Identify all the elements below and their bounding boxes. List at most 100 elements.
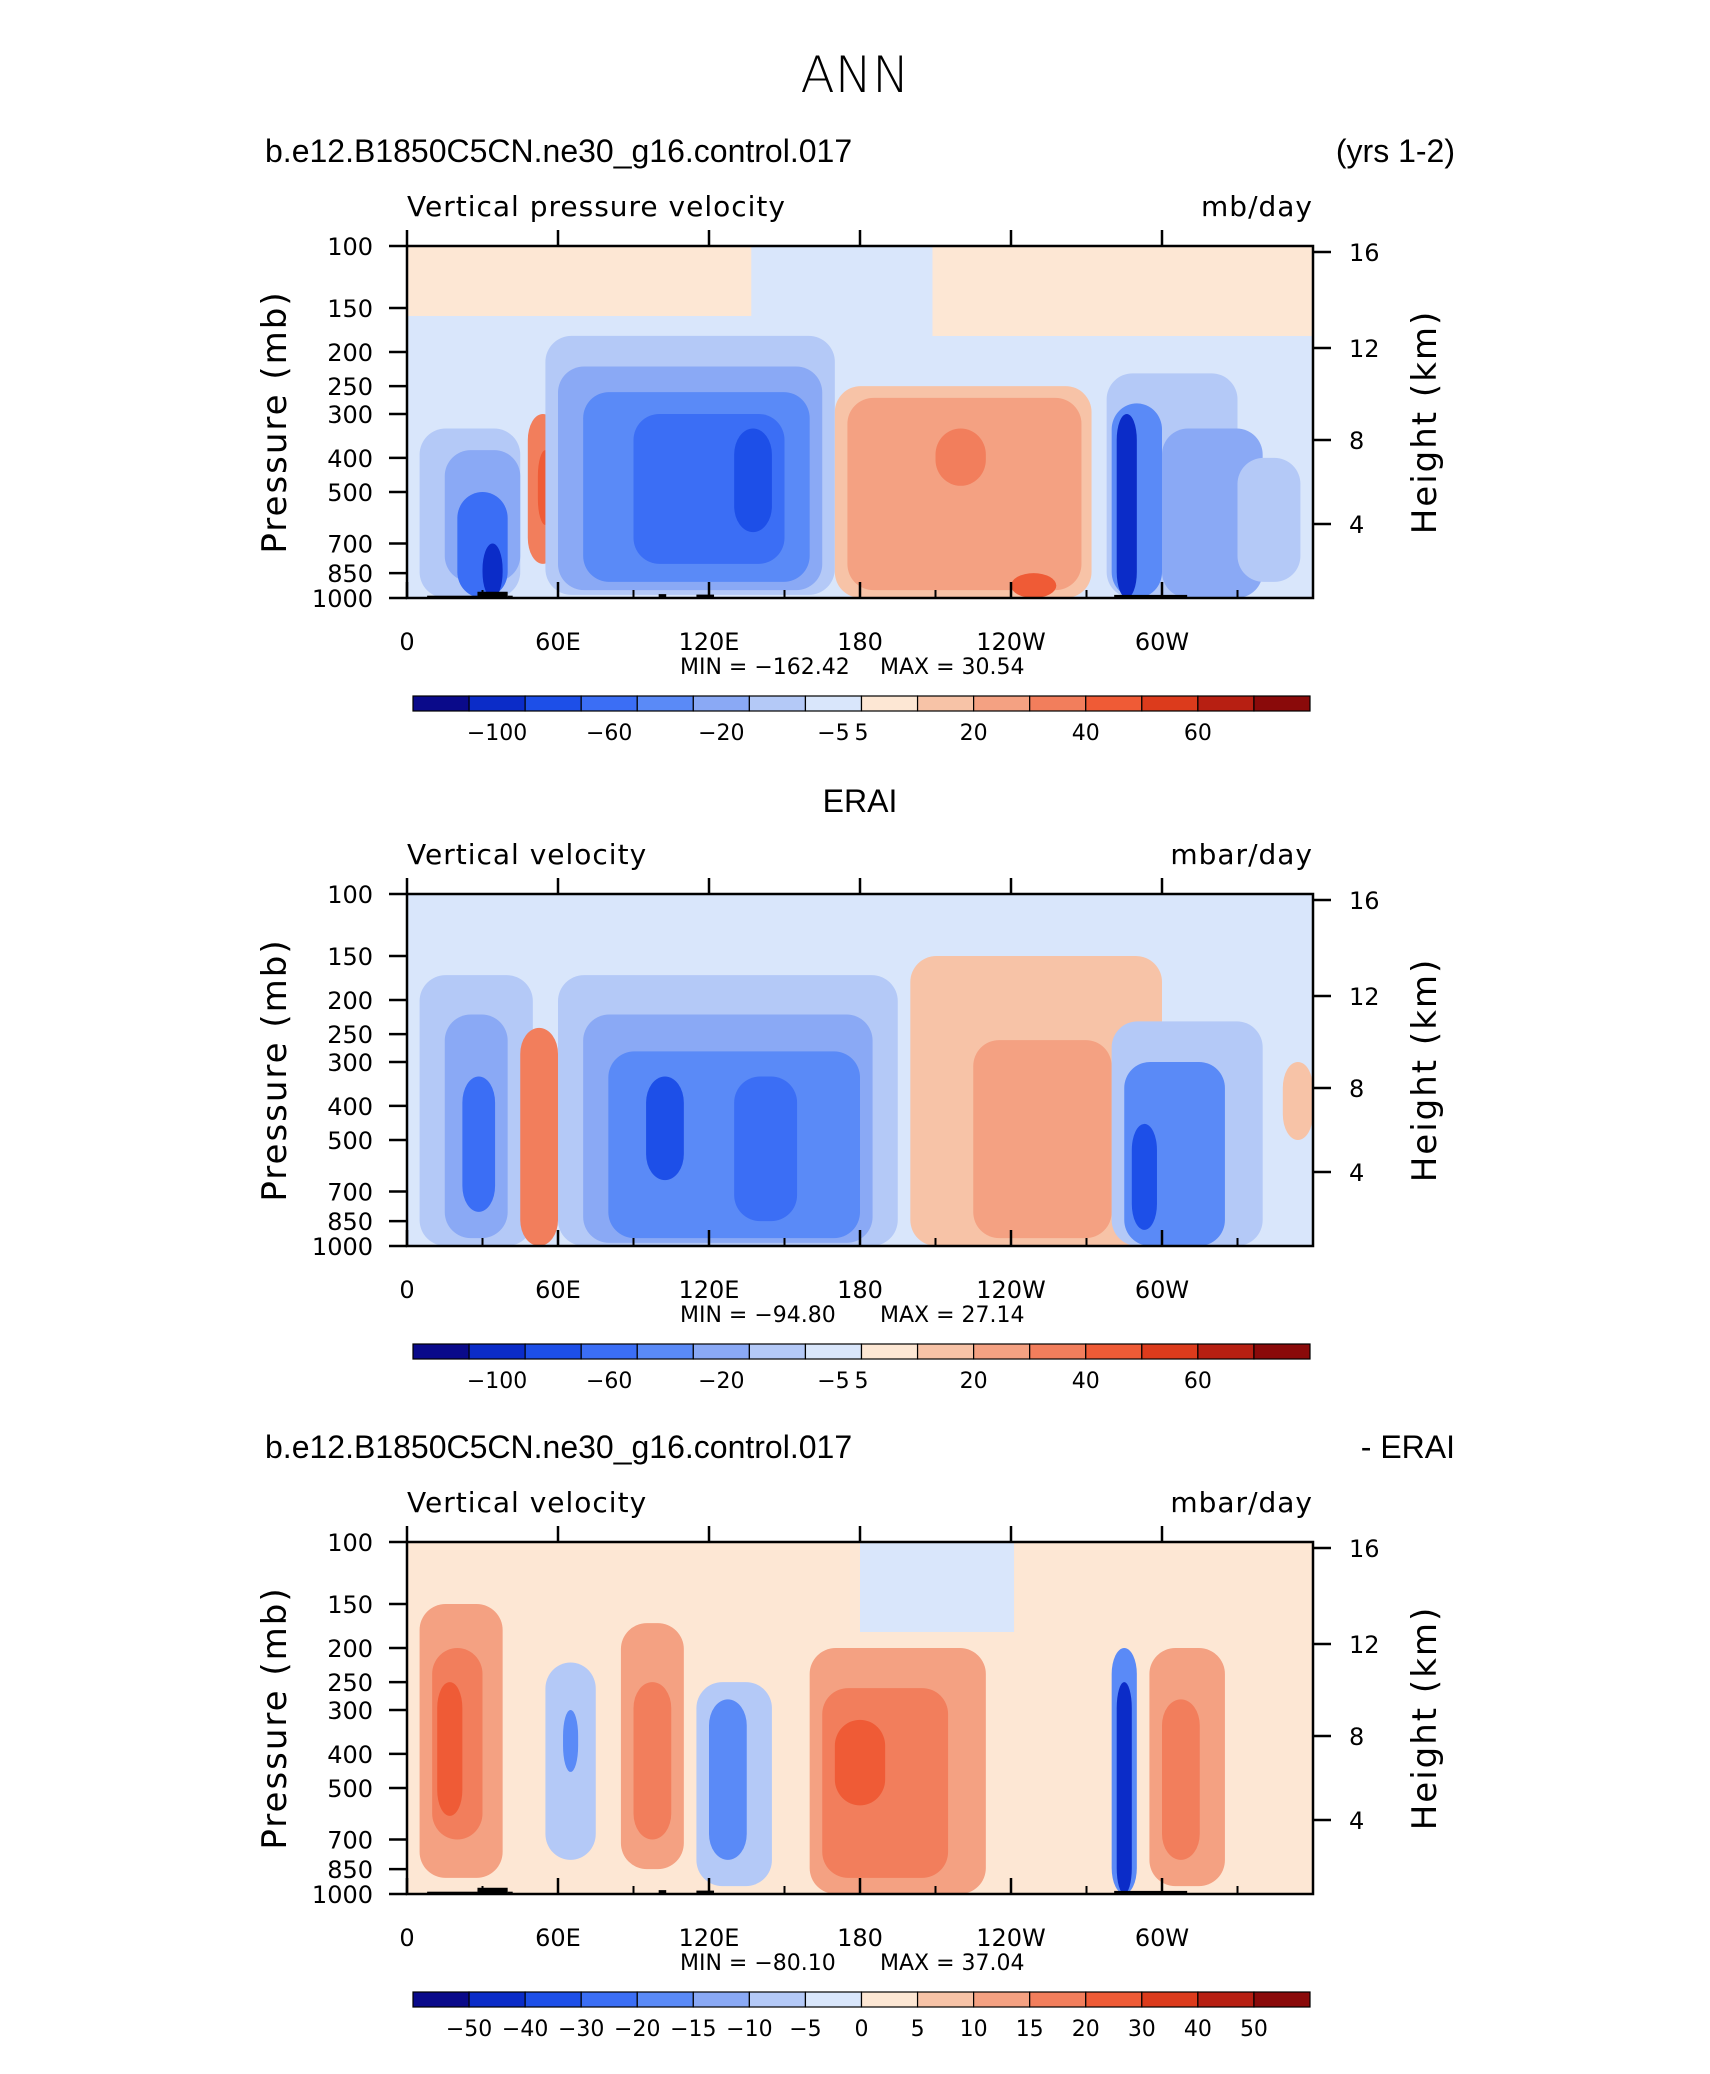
- y-tick-label: 150: [327, 1591, 373, 1619]
- height-tick-label: 12: [1349, 983, 1380, 1011]
- colorbar-label: 5: [855, 721, 869, 746]
- x-tick-label: 120E: [679, 1276, 740, 1304]
- panel-title-right: (yrs 1-2): [1336, 133, 1455, 169]
- x-tick-label: 120E: [679, 628, 740, 656]
- colorbar-swatch: [916, 1991, 975, 2008]
- colorbar-label: −20: [698, 721, 744, 746]
- min-label: MIN = −80.10: [680, 1951, 836, 1976]
- y-tick-label: 200: [327, 339, 373, 367]
- colorbar-label: −100: [467, 1369, 527, 1394]
- colorbar-label: −10: [726, 2017, 772, 2042]
- colorbar-swatch: [412, 1343, 470, 1360]
- y-tick-label: 1000: [312, 585, 373, 613]
- units-label: mb/day: [1201, 190, 1313, 223]
- colorbar-swatch: [580, 695, 638, 712]
- colorbar-label: 20: [960, 1369, 988, 1394]
- x-tick-label: 180: [837, 1276, 883, 1304]
- y-tick-label: 850: [327, 1208, 373, 1236]
- y-tick-label: 250: [327, 1669, 373, 1697]
- y-tick-label: 700: [327, 1178, 373, 1206]
- variable-label: Vertical velocity: [407, 838, 647, 871]
- y-tick-label: 500: [327, 1127, 373, 1155]
- colorbar-swatch: [748, 1991, 807, 2008]
- y-tick-label: 1000: [312, 1881, 373, 1909]
- colorbar-label: −5: [817, 721, 849, 746]
- colorbar-swatch: [804, 1991, 863, 2008]
- colorbar-swatch: [973, 1343, 1031, 1360]
- colorbar-label: 40: [1072, 721, 1100, 746]
- colorbar-swatch: [692, 695, 750, 712]
- colorbar-label: −20: [698, 1369, 744, 1394]
- colorbar-label: 60: [1184, 1369, 1212, 1394]
- colorbar-swatch: [748, 695, 807, 712]
- height-tick-label: 8: [1349, 1723, 1364, 1751]
- colorbar-swatch: [692, 1991, 750, 2008]
- contour-region: [1011, 573, 1057, 598]
- panel-2: ERAI Vertical velocity mbar/day 0 60E 120E 180…: [255, 783, 1445, 1394]
- terrain-mask: [1114, 1890, 1188, 1894]
- contour-region: [1116, 1682, 1132, 1894]
- min-label: MIN = −94.80: [680, 1303, 836, 1328]
- colorbar-swatch: [1085, 1343, 1143, 1360]
- y-tick-label: 200: [327, 987, 373, 1015]
- contour-region: [462, 1076, 496, 1212]
- x-tick-label: 0: [399, 628, 414, 656]
- colorbar-swatch: [468, 1991, 526, 2008]
- colorbar-label: −5: [789, 2017, 821, 2042]
- y-axis-title: Pressure (mb): [255, 290, 295, 553]
- y-tick-label: 700: [327, 1826, 373, 1854]
- y-tick-label: 850: [327, 1856, 373, 1884]
- terrain-mask: [658, 594, 667, 598]
- contour-region: [437, 1682, 463, 1816]
- contour-region: [734, 1076, 798, 1222]
- y-tick-label: 400: [327, 1093, 373, 1121]
- colorbar-swatch: [973, 695, 1031, 712]
- colorbar-swatch: [636, 1991, 694, 2008]
- x-tick-label: 120W: [976, 628, 1046, 656]
- colorbar-swatch: [1141, 695, 1199, 712]
- y-right-axis-title: Height (km): [1405, 1606, 1445, 1831]
- height-tick-label: 4: [1349, 1807, 1364, 1835]
- colorbar-swatch: [412, 695, 470, 712]
- colorbar-swatch: [524, 1343, 582, 1360]
- y-tick-label: 250: [327, 373, 373, 401]
- contour-region: [1282, 1061, 1313, 1141]
- colorbar-swatch: [1141, 1991, 1199, 2008]
- contour-region: [1116, 413, 1137, 598]
- colorbar-swatch: [804, 695, 863, 712]
- x-tick-label: 60W: [1135, 1924, 1189, 1952]
- colorbar-swatch: [1141, 1343, 1199, 1360]
- field-contours: [419, 1603, 1225, 1894]
- colorbar-swatch: [916, 695, 975, 712]
- height-tick-label: 16: [1349, 239, 1380, 267]
- height-tick-label: 4: [1349, 1159, 1364, 1187]
- colorbar-label: 30: [1128, 2017, 1156, 2042]
- colorbar-swatch: [524, 1991, 582, 2008]
- colorbar-swatch: [973, 1991, 1031, 2008]
- y-right-axis-title: Height (km): [1405, 958, 1445, 1183]
- panel-title-right: - ERAI: [1361, 1429, 1455, 1465]
- contour-region: [847, 397, 1082, 591]
- colorbar-swatch: [1029, 1991, 1087, 2008]
- field-band: [407, 246, 752, 316]
- field-contours: [419, 955, 1313, 1246]
- colorbar-swatch: [1197, 695, 1255, 712]
- colorbar-swatch: [1253, 695, 1311, 712]
- x-tick-label: 180: [837, 628, 883, 656]
- field-band: [860, 1542, 1015, 1632]
- colorbar-swatch: [636, 695, 694, 712]
- height-tick-label: 4: [1349, 511, 1364, 539]
- contour-region: [646, 1076, 684, 1181]
- colorbar-swatch: [1085, 695, 1143, 712]
- colorbar-swatch: [412, 1991, 470, 2008]
- y-tick-label: 500: [327, 479, 373, 507]
- colorbar-label: −30: [558, 2017, 604, 2042]
- contour-region: [1237, 457, 1301, 582]
- panel-1: b.e12.B1850C5CN.ne30_g16.control.017 (yrs…: [255, 133, 1455, 746]
- height-tick-label: 16: [1349, 887, 1380, 915]
- y-tick-label: 250: [327, 1021, 373, 1049]
- height-tick-label: 12: [1349, 335, 1380, 363]
- colorbar-swatch: [692, 1343, 750, 1360]
- colorbar-swatch: [524, 695, 582, 712]
- units-label: mbar/day: [1170, 838, 1313, 871]
